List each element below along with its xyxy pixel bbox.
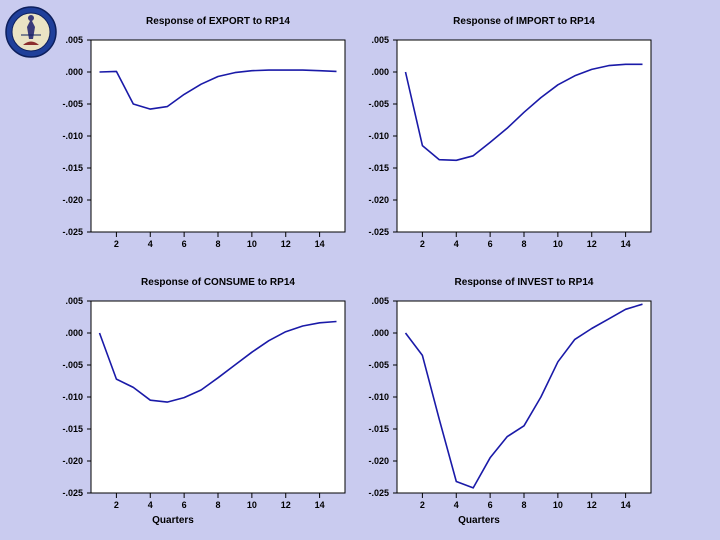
x-tick-label: 4	[454, 500, 459, 510]
x-tick-label: 12	[281, 239, 291, 249]
y-tick-label: .000	[371, 67, 389, 77]
x-tick-label: 12	[587, 239, 597, 249]
seal-emblem-icon	[5, 6, 57, 58]
x-tick-label: 8	[521, 239, 526, 249]
y-tick-label: -.025	[62, 227, 83, 237]
x-tick-label: 10	[553, 500, 563, 510]
x-tick-label: 10	[553, 239, 563, 249]
x-tick-label: 4	[454, 239, 459, 249]
x-tick-label: 2	[114, 239, 119, 249]
x-tick-label: 14	[315, 500, 325, 510]
x-tick-label: 4	[148, 239, 153, 249]
series-line	[404, 303, 643, 489]
y-tick-label: -.020	[368, 195, 389, 205]
x-tick-label: 2	[420, 500, 425, 510]
y-tick-label: -.025	[368, 227, 389, 237]
y-tick-label: -.020	[62, 456, 83, 466]
y-tick-label: .000	[65, 67, 83, 77]
y-tick-label: -.020	[62, 195, 83, 205]
x-tick-label: 8	[215, 239, 220, 249]
x-tick-label: 2	[420, 239, 425, 249]
y-tick-label: .000	[65, 328, 83, 338]
plot-area	[90, 300, 346, 494]
x-tick-label: 6	[488, 500, 493, 510]
x-tick-label: 4	[148, 500, 153, 510]
x-tick-label: 14	[621, 500, 631, 510]
chart-title: Response of INVEST to RP14	[455, 277, 594, 288]
x-tick-label: 12	[281, 500, 291, 510]
y-tick-label: .005	[371, 35, 389, 45]
x-tick-label: 10	[247, 239, 257, 249]
x-axis-label: Quarters	[152, 515, 194, 526]
x-tick-label: 8	[521, 500, 526, 510]
chart-panel-1: Response of EXPORT to RP14 .005 .000 -.005 -…	[62, 16, 346, 249]
y-tick-label: -.005	[368, 360, 389, 370]
y-tick-label: .005	[371, 296, 389, 306]
x-tick-label: 10	[247, 500, 257, 510]
chart-panel-2: Response of IMPORT to RP14 .005 .000 -.005 -…	[368, 16, 652, 249]
chart-title: Response of CONSUME to RP14	[141, 277, 295, 288]
x-tick-label: 12	[587, 500, 597, 510]
y-tick-label: -.015	[368, 424, 389, 434]
y-tick-label: -.010	[62, 131, 83, 141]
plot-area	[396, 300, 652, 494]
chart-panel-3: Response of CONSUME to RP14 .005 .000 -.005…	[62, 277, 346, 526]
x-tick-label: 8	[215, 500, 220, 510]
x-tick-label: 14	[621, 239, 631, 249]
y-tick-label: .000	[371, 328, 389, 338]
plot-area	[396, 39, 652, 233]
y-tick-label: -.005	[368, 99, 389, 109]
y-tick-label: -.025	[62, 488, 83, 498]
x-tick-label: 6	[182, 239, 187, 249]
y-tick-label: .005	[65, 35, 83, 45]
x-axis-label: Quarters	[458, 515, 500, 526]
y-tick-label: -.015	[62, 424, 83, 434]
x-tick-label: 6	[182, 500, 187, 510]
y-tick-label: .005	[65, 296, 83, 306]
y-tick-label: -.010	[368, 131, 389, 141]
y-tick-label: -.005	[62, 99, 83, 109]
y-tick-label: -.025	[368, 488, 389, 498]
y-tick-label: -.010	[62, 392, 83, 402]
y-tick-label: -.005	[62, 360, 83, 370]
chart-title: Response of IMPORT to RP14	[453, 16, 595, 27]
x-tick-label: 14	[315, 239, 325, 249]
series-line	[404, 63, 643, 162]
y-tick-label: -.020	[368, 456, 389, 466]
chart-title: Response of EXPORT to RP14	[146, 16, 290, 27]
x-tick-label: 6	[488, 239, 493, 249]
y-tick-label: -.010	[368, 392, 389, 402]
y-tick-label: -.015	[62, 163, 83, 173]
series-line	[99, 69, 337, 110]
y-tick-label: -.015	[368, 163, 389, 173]
x-tick-label: 2	[114, 500, 119, 510]
chart-panel-4: Response of INVEST to RP14 .005 .000 -.005 -…	[368, 277, 652, 526]
plot-area	[90, 39, 346, 233]
series-line	[98, 320, 337, 403]
